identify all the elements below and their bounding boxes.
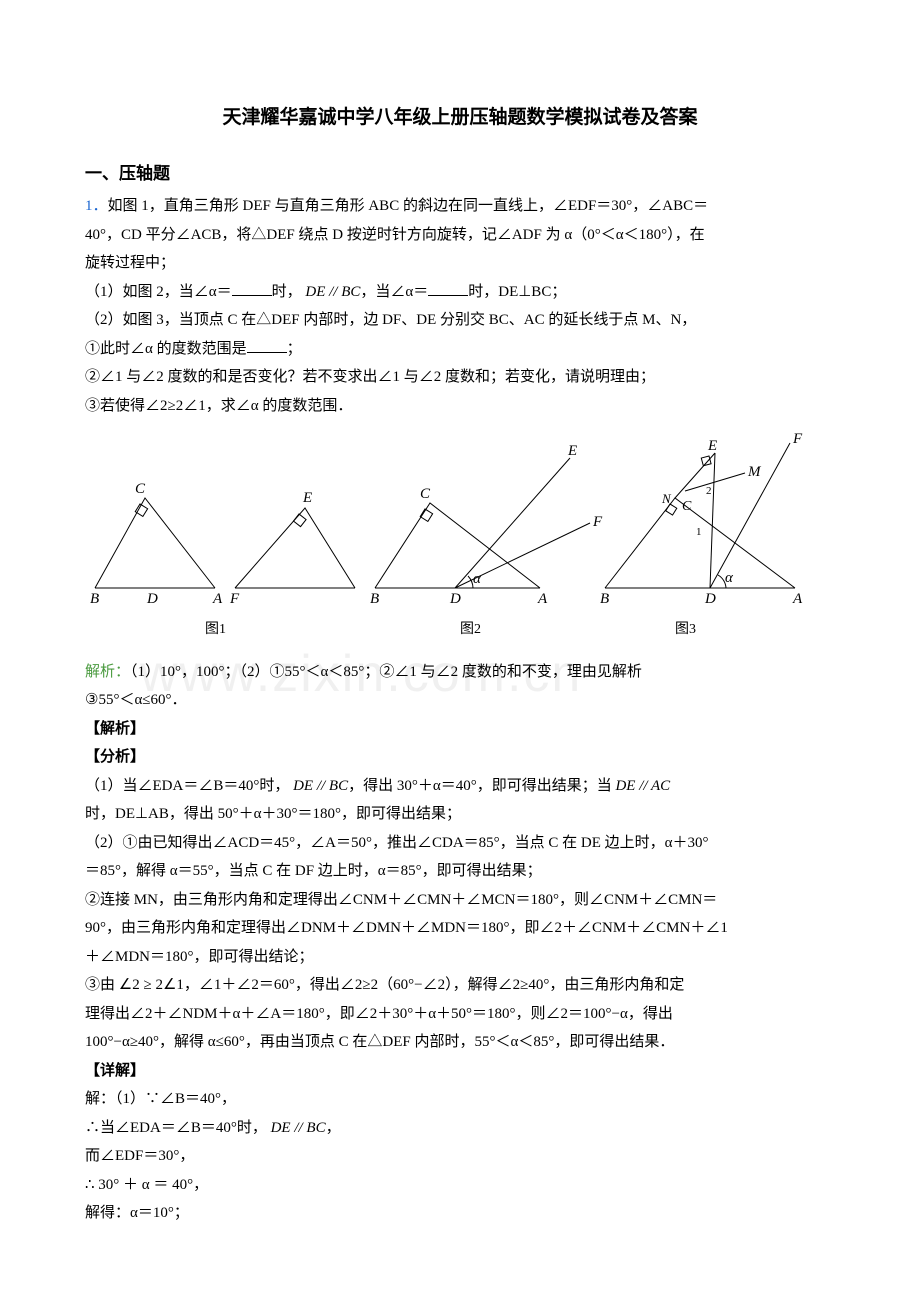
- blank-2: [428, 295, 468, 296]
- answer-f1d: DE // AC: [615, 778, 670, 794]
- figures-svg: B D A C E F 图1: [85, 428, 815, 643]
- fig2-E: E: [567, 443, 577, 459]
- q1-sub2a-text: ①此时∠α 的度数范围是: [85, 341, 247, 357]
- answer-f1a: （1）当∠EDA＝∠B＝40°时，: [85, 778, 289, 794]
- fig2-alpha: α: [473, 571, 482, 587]
- q1-line-1: 1．如图 1，直角三角形 DEF 与直角三角形 ABC 的斜边在同一直线上，∠E…: [85, 192, 835, 221]
- answer-f1b: DE // BC: [293, 778, 348, 794]
- blank-1: [232, 295, 272, 296]
- q1-sub1-b: 时，: [272, 284, 302, 300]
- figure-2: B D A C E F α 图2: [370, 443, 603, 637]
- blank-3: [247, 352, 287, 353]
- answer-h-fenxi: 【分析】: [85, 743, 835, 772]
- answer-f4: ＝85°，解得 α＝55°，当点 C 在 DF 边上时，α＝85°，即可得出结果…: [85, 857, 835, 886]
- q1-sub2a-end: ；: [287, 341, 302, 357]
- answer-f10: 100°−α≥40°，解得 α≤60°，再由当顶点 C 在△DEF 内部时，55…: [85, 1028, 835, 1057]
- answer-f3: （2）①由已知得出∠ACD＝45°，∠A＝50°，推出∠CDA＝85°，当点 C…: [85, 829, 835, 858]
- fig3-F: F: [792, 431, 803, 447]
- section-heading-1: 一、压轴题: [85, 158, 835, 190]
- fig3-M: M: [747, 464, 762, 480]
- answer-f8a: ③由: [85, 977, 115, 993]
- fig2-caption: 图2: [460, 622, 481, 637]
- q1-text-1: 如图 1，直角三角形 DEF 与直角三角形 ABC 的斜边在同一直线上，∠EDF…: [108, 198, 709, 214]
- answer-x3: 而∠EDF＝30°，: [85, 1142, 835, 1171]
- fig1-B: B: [90, 591, 99, 607]
- answer-f8c: ，∠1＋∠2＝60°，得出∠2≥2（60°−∠2），解得∠2≥40°，由三角形内…: [184, 977, 684, 993]
- fig3-D: D: [704, 591, 716, 607]
- figure-1: B D A C E F 图1: [90, 481, 355, 637]
- fig2-B: B: [370, 591, 379, 607]
- answer-x2: ∴当∠EDA＝∠B＝40°时， DE // BC，: [85, 1114, 835, 1143]
- answer-f6: 90°，由三角形内角和定理得出∠DNM＋∠DMN＋∠MDN＝180°，即∠2＋∠…: [85, 914, 835, 943]
- fig3-caption: 图3: [675, 622, 696, 637]
- fig1-caption: 图1: [205, 622, 226, 637]
- answer-jiexi-t2: ③55°＜α≤60°．: [85, 686, 835, 715]
- answer-x2c: ，: [326, 1120, 341, 1136]
- fig3-C: C: [682, 499, 692, 514]
- document-title: 天津耀华嘉诚中学八年级上册压轴题数学模拟试卷及答案: [85, 100, 835, 136]
- q1-line-3: 旋转过程中；: [85, 249, 835, 278]
- q1-sub1-c: DE // BC: [305, 284, 360, 300]
- answer-x4: ∴ 30° ＋ α ＝ 40°，: [85, 1171, 835, 1200]
- answer-x1: 解：（1）∵∠B＝40°，: [85, 1085, 835, 1114]
- q1-number: 1．: [85, 198, 108, 214]
- answer-x2a: ∴当∠EDA＝∠B＝40°时，: [85, 1120, 267, 1136]
- answer-jiexi-label: 解析：: [85, 664, 130, 680]
- page-container: www.zixin.com.cn 天津耀华嘉诚中学八年级上册压轴题数学模拟试卷及…: [0, 0, 920, 1288]
- q1-sub2a: ①此时∠α 的度数范围是 ；: [85, 335, 835, 364]
- fig3-alpha: α: [725, 570, 734, 586]
- fig2-C: C: [420, 486, 431, 502]
- figure-3: B D A C E F M N α 1 2 图3: [600, 431, 803, 637]
- q1-sub2: （2）如图 3，当顶点 C 在△DEF 内部时，边 DF、DE 分别交 BC、A…: [85, 306, 835, 335]
- fig1-C: C: [135, 481, 146, 497]
- fig1-E: E: [302, 490, 312, 506]
- answer-f1c: ，得出 30°＋α＝40°，即可得出结果；当: [348, 778, 612, 794]
- answer-f8: ③由 ∠2 ≥ 2∠1，∠1＋∠2＝60°，得出∠2≥2（60°−∠2），解得∠…: [85, 971, 835, 1000]
- fig1-F2: F: [229, 591, 240, 607]
- q1-sub1: （1）如图 2，当∠α＝ 时， DE // BC，当∠α＝ 时，DE⊥BC；: [85, 278, 835, 307]
- answer-h-xiangjie: 【详解】: [85, 1057, 835, 1086]
- answer-f5: ②连接 MN，由三角形内角和定理得出∠CNM＋∠CMN＋∠MCN＝180°，则∠…: [85, 886, 835, 915]
- answer-f8b: ∠2 ≥ 2∠1: [119, 977, 184, 993]
- answer-f1: （1）当∠EDA＝∠B＝40°时， DE // BC，得出 30°＋α＝40°，…: [85, 772, 835, 801]
- fig1-A: A: [212, 591, 223, 607]
- answer-line-jiexi: 解析：（1）10°，100°；（2）①55°＜α＜85°；②∠1 与∠2 度数的…: [85, 658, 835, 687]
- answer-f2: 时，DE⊥AB，得出 50°＋α＋30°＝180°，即可得出结果；: [85, 800, 835, 829]
- fig3-2: 2: [706, 485, 712, 497]
- answer-x5: 解得：α＝10°；: [85, 1199, 835, 1228]
- q1-sub2b: ②∠1 与∠2 度数的和是否变化？若不变求出∠1 与∠2 度数和；若变化，请说明…: [85, 363, 835, 392]
- fig2-F: F: [592, 514, 603, 530]
- answer-x4-text: ∴ 30° ＋ α ＝ 40°: [85, 1177, 193, 1193]
- fig3-N: N: [661, 491, 672, 506]
- answer-x2b: DE // BC: [271, 1120, 326, 1136]
- answer-jiexi-t1: （1）10°，100°；（2）①55°＜α＜85°；②∠1 与∠2 度数的和不变…: [130, 664, 642, 680]
- q1-sub2c: ③若使得∠2≥2∠1，求∠α 的度数范围．: [85, 392, 835, 421]
- q1-sub1-d: ，当∠α＝: [360, 284, 428, 300]
- q1-sub1-a: （1）如图 2，当∠α＝: [85, 284, 232, 300]
- answer-f7: ＋∠MDN＝180°，即可得出结论；: [85, 943, 835, 972]
- fig3-E: E: [707, 438, 717, 454]
- answer-h-jiexi: 【解析】: [85, 715, 835, 744]
- answer-x4-comma: ，: [193, 1177, 208, 1193]
- fig3-B: B: [600, 591, 609, 607]
- fig2-D: D: [449, 591, 461, 607]
- fig2-A: A: [537, 591, 548, 607]
- fig3-A: A: [792, 591, 803, 607]
- answer-f9: 理得出∠2＋∠NDM＋α＋∠A＝180°，即∠2＋30°＋α＋50°＝180°，…: [85, 1000, 835, 1029]
- fig1-D: D: [146, 591, 158, 607]
- figures-row: B D A C E F 图1: [85, 428, 835, 654]
- q1-line-2: 40°，CD 平分∠ACB，将△DEF 绕点 D 按逆时针方向旋转，记∠ADF …: [85, 221, 835, 250]
- fig3-1: 1: [696, 526, 702, 538]
- q1-sub1-e: 时，DE⊥BC；: [468, 284, 566, 300]
